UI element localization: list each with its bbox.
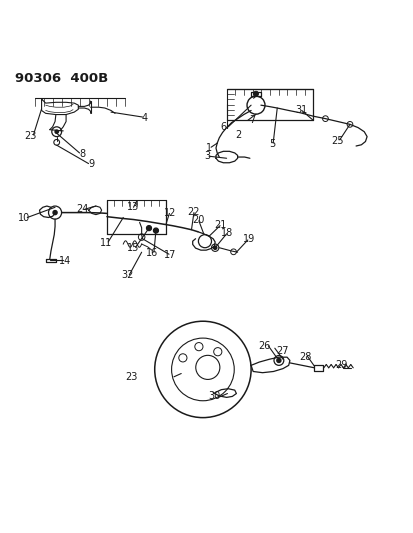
Text: 5: 5 bbox=[268, 139, 275, 149]
Circle shape bbox=[213, 246, 216, 249]
Text: 21: 21 bbox=[214, 220, 226, 230]
Text: 6: 6 bbox=[220, 122, 226, 132]
Text: 29: 29 bbox=[335, 360, 347, 370]
Text: 13: 13 bbox=[126, 202, 138, 212]
Text: 19: 19 bbox=[242, 234, 254, 244]
Circle shape bbox=[53, 211, 57, 215]
Text: 23: 23 bbox=[24, 131, 37, 141]
Text: 90306  400B: 90306 400B bbox=[15, 72, 108, 85]
Circle shape bbox=[276, 358, 280, 362]
Text: 25: 25 bbox=[331, 136, 343, 146]
Text: 30: 30 bbox=[208, 391, 220, 401]
Text: 10: 10 bbox=[18, 213, 30, 223]
Text: 12: 12 bbox=[164, 207, 176, 217]
Text: 17: 17 bbox=[164, 250, 176, 260]
Circle shape bbox=[253, 91, 258, 96]
Text: 27: 27 bbox=[275, 346, 288, 357]
Text: 2: 2 bbox=[235, 130, 242, 140]
Text: 31: 31 bbox=[295, 104, 307, 115]
Circle shape bbox=[146, 225, 151, 231]
Text: 26: 26 bbox=[257, 341, 270, 351]
Text: 24: 24 bbox=[76, 204, 88, 214]
Text: 22: 22 bbox=[187, 207, 200, 217]
Text: 3: 3 bbox=[204, 151, 209, 161]
Circle shape bbox=[153, 228, 158, 233]
Text: 9: 9 bbox=[88, 159, 95, 169]
Text: 20: 20 bbox=[191, 215, 204, 225]
Text: 1: 1 bbox=[206, 143, 211, 153]
Text: 18: 18 bbox=[221, 228, 233, 238]
Circle shape bbox=[55, 130, 58, 133]
Text: 28: 28 bbox=[299, 352, 311, 362]
Text: 15: 15 bbox=[127, 243, 139, 253]
Text: 23: 23 bbox=[125, 372, 137, 382]
Text: 14: 14 bbox=[59, 256, 71, 266]
Text: 7: 7 bbox=[249, 115, 255, 125]
Text: 11: 11 bbox=[100, 238, 112, 248]
Text: 4: 4 bbox=[142, 113, 147, 123]
Text: 16: 16 bbox=[145, 248, 158, 259]
Text: 32: 32 bbox=[121, 270, 133, 280]
Text: 8: 8 bbox=[79, 149, 85, 159]
